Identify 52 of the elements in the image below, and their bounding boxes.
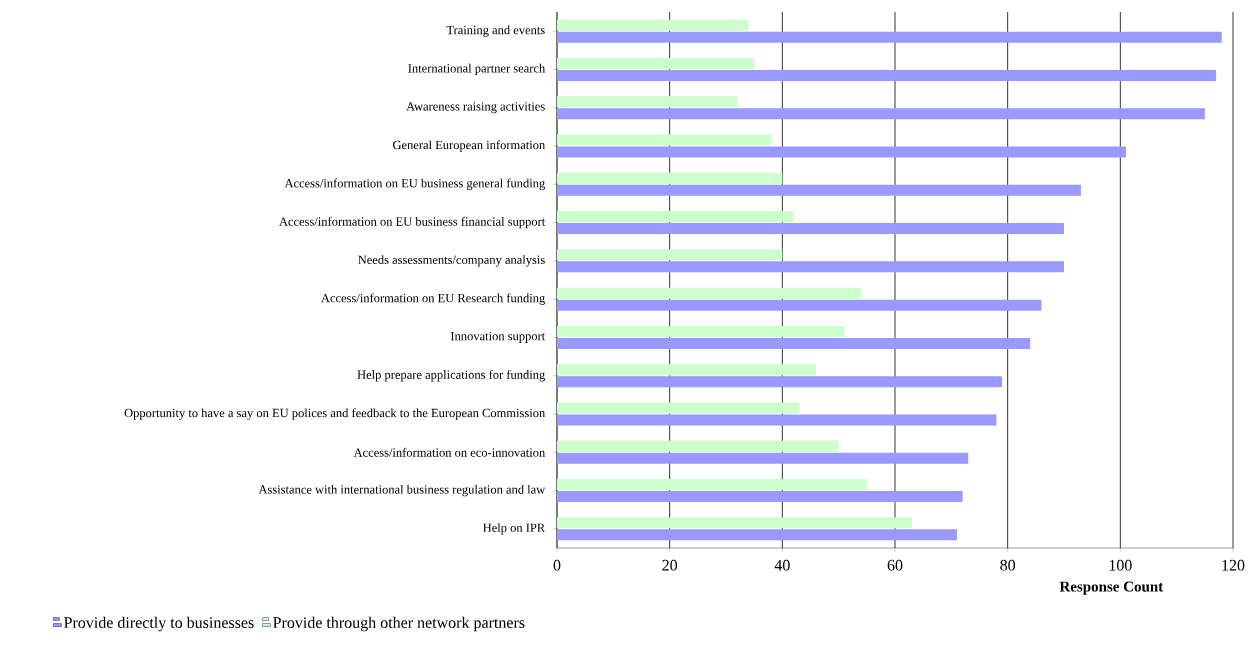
bar	[557, 364, 817, 376]
y-tick-label: Help on IPR	[483, 523, 546, 535]
y-tick-label: Opportunity to have a say on EU polices and feedback to the European Commission	[124, 408, 546, 420]
bar	[557, 31, 1222, 43]
bar	[557, 172, 783, 184]
bar	[557, 57, 755, 69]
bar	[557, 299, 1042, 311]
y-tick-label: Needs assessments/company analysis	[358, 255, 545, 267]
x-tick-label: 80	[1000, 559, 1016, 571]
bar	[557, 479, 867, 491]
bar	[557, 223, 1064, 235]
bar	[557, 529, 957, 541]
x-tick-label: 20	[662, 559, 678, 571]
y-tick-label: Innovation support	[450, 331, 546, 343]
bar	[557, 69, 1217, 81]
y-tick-label: Assistance with international business regulation and law	[258, 484, 546, 497]
bar	[557, 440, 839, 452]
bar	[557, 337, 1031, 349]
bar	[557, 414, 997, 426]
bar	[557, 402, 800, 414]
x-tick-label: 120	[1222, 559, 1245, 571]
bar	[557, 96, 738, 108]
bar	[557, 249, 783, 261]
bar	[557, 108, 1205, 120]
bar	[557, 491, 963, 503]
y-tick-label: Access/information on eco-innovation	[353, 447, 546, 457]
bar	[557, 19, 749, 31]
y-tick-label: Access/information on EU business financial support	[279, 216, 546, 229]
bar	[557, 184, 1081, 196]
y-tick-label: Access/information on EU Research funding	[321, 293, 545, 305]
bar	[557, 517, 912, 529]
x-tick-label: 40	[774, 559, 790, 571]
x-tick-label: 0	[553, 559, 561, 571]
bar	[557, 211, 794, 223]
bar	[557, 146, 1126, 158]
x-tick-label: 100	[1109, 559, 1132, 571]
bar	[557, 325, 845, 337]
bar	[557, 376, 1003, 388]
bar	[557, 452, 969, 464]
bar	[557, 261, 1064, 273]
bar	[557, 134, 772, 146]
y-tick-label: International partner search	[408, 63, 546, 76]
legend-label: Provide directly to businesses	[64, 616, 254, 632]
x-axis-title: Response Count	[1059, 581, 1164, 595]
bar	[557, 287, 862, 299]
y-tick-label: Awareness raising activities	[406, 102, 545, 114]
legend-label: Provide through other network partners	[273, 616, 525, 632]
y-tick-label: Help prepare applications for funding	[357, 369, 545, 382]
x-tick-label: 60	[887, 559, 903, 571]
y-tick-label: Access/information on EU business general funding	[284, 178, 545, 191]
y-tick-label: General European information	[393, 140, 546, 152]
y-tick-label: Training and events	[446, 25, 545, 37]
